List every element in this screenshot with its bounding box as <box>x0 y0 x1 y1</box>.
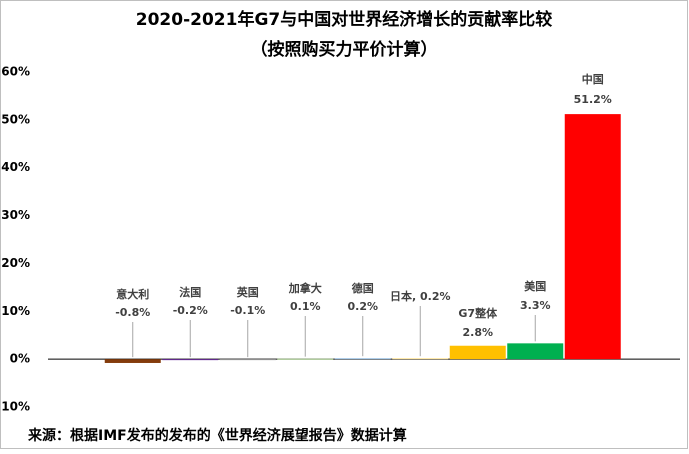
data-label-name: 英国 <box>236 285 259 299</box>
y-tick-label: 50% <box>1 112 30 126</box>
data-label: 0.1% <box>290 300 321 313</box>
data-label: 日本, 0.2% <box>390 289 451 303</box>
data-label: 0.2% <box>347 300 378 313</box>
bar <box>277 358 334 360</box>
bar <box>162 359 219 361</box>
data-label: 2.8% <box>462 326 493 339</box>
bar <box>392 358 449 360</box>
bar <box>507 343 564 360</box>
y-tick-label: 10% <box>1 400 30 414</box>
bar <box>334 358 391 360</box>
bar <box>219 359 276 361</box>
bar <box>104 359 161 363</box>
bar <box>449 345 506 360</box>
data-label-name: G7整体 <box>458 306 498 320</box>
source-note: 来源：根据IMF发布的发布的《世界经济展望报告》数据计算 <box>27 427 407 444</box>
data-label-name: 法国 <box>179 285 201 299</box>
chart-subtitle: （按照购买力平价计算） <box>251 39 438 60</box>
y-tick-label: 40% <box>1 160 30 174</box>
data-label: -0.2% <box>173 304 208 317</box>
y-tick-label: 0% <box>10 352 30 366</box>
y-tick-label: 10% <box>1 304 30 318</box>
data-label-name: 美国 <box>524 279 546 293</box>
data-label-name: 意大利 <box>116 287 149 301</box>
y-tick-label: 30% <box>1 208 30 222</box>
data-label: 51.2% <box>574 93 612 106</box>
data-label: -0.1% <box>230 304 265 317</box>
y-tick-label: 60% <box>1 65 30 79</box>
data-label: -0.8% <box>115 306 150 319</box>
y-tick-label: 20% <box>1 256 30 270</box>
data-label-name: 加拿大 <box>288 281 322 295</box>
data-label-name: 中国 <box>582 72 604 86</box>
data-label-name: 德国 <box>351 281 374 295</box>
bar <box>564 114 621 360</box>
chart-title: 2020-2021年G7与中国对世界经济增长的贡献率比较 <box>136 9 552 30</box>
data-label: 3.3% <box>520 299 551 312</box>
